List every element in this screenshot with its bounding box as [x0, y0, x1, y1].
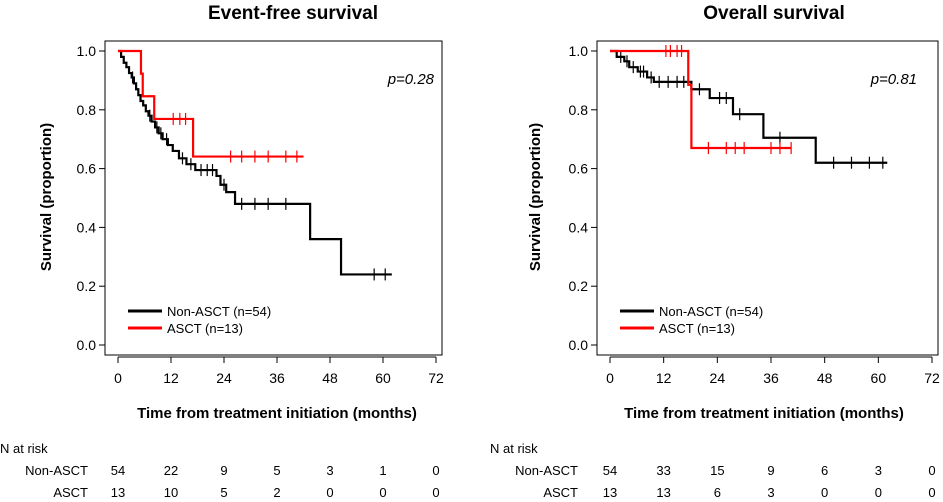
chart-title: Event-free survival [208, 3, 378, 24]
risk-value-asct: 2 [273, 485, 280, 500]
x-tick-label: 48 [817, 370, 833, 386]
risk-value-non-asct: 0 [928, 463, 935, 478]
plot-area: 0 12 24 36 48 60 72 0.0 0.2 0.4 0.6 0.8 1.0 [77, 40, 444, 386]
legend-label-non-asct: Non-ASCT (n=54) [659, 304, 763, 319]
risk-row-label-asct: ASCT [543, 485, 578, 500]
x-tick-label: 0 [114, 370, 122, 386]
y-tick-label: 0.0 [569, 337, 589, 353]
x-tick-label: 12 [656, 370, 672, 386]
risk-table: N at risk Non-ASCT ASCT 54 33 15 9 6 3 0 13 13 6 3… [490, 441, 936, 500]
risk-value-asct: 0 [432, 485, 439, 500]
panel-event-free: Event-free survival Survival (proportion… [0, 3, 444, 500]
risk-value-asct: 10 [164, 485, 178, 500]
x-axis-label: Time from treatment initiation (months) [624, 405, 904, 422]
y-tick-label: 0.8 [569, 102, 589, 118]
y-tick-label: 1.0 [569, 43, 589, 59]
p-value: p=0.81 [870, 71, 917, 88]
risk-value-asct: 5 [220, 485, 227, 500]
risk-value-non-asct: 33 [656, 463, 670, 478]
risk-row-label-non-asct: Non-ASCT [25, 463, 88, 478]
km-curve-non-asct [610, 49, 888, 164]
x-tick-label: 24 [216, 370, 232, 386]
p-value: p=0.28 [387, 71, 435, 88]
y-tick-label: 0.2 [77, 278, 97, 294]
y-tick-label: 0.4 [569, 219, 589, 235]
legend-label-asct: ASCT (n=13) [167, 321, 243, 336]
risk-value-non-asct: 0 [432, 463, 439, 478]
risk-values: 54 33 15 9 6 3 0 13 13 6 3 0 0 0 [603, 463, 936, 500]
legend: Non-ASCT (n=54) ASCT (n=13) [620, 304, 763, 336]
y-axis-label: Survival (proportion) [527, 123, 544, 271]
risk-value-non-asct: 3 [875, 463, 882, 478]
km-curve-non-asct [118, 49, 392, 276]
y-tick-label: 0.4 [77, 219, 97, 235]
x-tick-label: 72 [428, 370, 444, 386]
x-tick-label: 60 [871, 370, 887, 386]
risk-values: 54 22 9 5 3 1 013 10 5 2 0 0 0 [111, 463, 440, 500]
risk-row-label-non-asct: Non-ASCT [515, 463, 578, 478]
risk-value-asct: 13 [656, 485, 670, 500]
risk-table-header: N at risk [490, 441, 538, 456]
risk-value-asct: 13 [603, 485, 617, 500]
risk-value-non-asct: 15 [710, 463, 724, 478]
risk-value-non-asct: 54 [111, 463, 125, 478]
chart-title: Overall survival [703, 3, 845, 24]
risk-table-header: N at risk [0, 441, 48, 456]
x-tick-label: 36 [763, 370, 779, 386]
risk-value-non-asct: 22 [164, 463, 178, 478]
risk-value-asct: 0 [821, 485, 828, 500]
panel-overall: Overall survival Survival (proportion) T… [490, 3, 940, 500]
risk-value-asct: 0 [326, 485, 333, 500]
y-tick-label: 0.8 [77, 102, 97, 118]
legend-label-non-asct: Non-ASCT (n=54) [167, 304, 271, 319]
risk-value-asct: 0 [379, 485, 386, 500]
km-curve-asct [118, 49, 304, 158]
x-tick-label: 48 [322, 370, 338, 386]
x-tick-label: 60 [375, 370, 391, 386]
x-axis-label: Time from treatment initiation (months) [137, 405, 417, 422]
risk-value-asct: 3 [767, 485, 774, 500]
risk-value-asct: 13 [111, 485, 125, 500]
risk-value-non-asct: 9 [767, 463, 774, 478]
risk-row-label-asct: ASCT [53, 485, 88, 500]
risk-value-non-asct: 54 [603, 463, 617, 478]
y-tick-label: 0.6 [569, 161, 589, 177]
y-tick-label: 1.0 [77, 43, 97, 59]
risk-value-asct: 6 [714, 485, 721, 500]
legend: Non-ASCT (n=54) ASCT (n=13) [128, 304, 271, 336]
risk-value-non-asct: 3 [326, 463, 333, 478]
x-tick-label: 72 [924, 370, 940, 386]
y-axis-label: Survival (proportion) [38, 123, 55, 271]
y-tick-label: 0.0 [77, 337, 97, 353]
risk-value-asct: 0 [875, 485, 882, 500]
x-tick-label: 12 [163, 370, 179, 386]
x-tick-label: 36 [269, 370, 285, 386]
risk-value-non-asct: 5 [273, 463, 280, 478]
risk-value-non-asct: 9 [220, 463, 227, 478]
plot-area: 0 12 24 36 48 60 72 0.0 0.2 0.4 0.6 0.8 1.0 [569, 40, 940, 386]
risk-value-non-asct: 6 [821, 463, 828, 478]
risk-table: N at risk Non-ASCT ASCT 54 22 9 5 3 1 013 10 5 2 0… [0, 441, 440, 500]
legend-label-asct: ASCT (n=13) [659, 321, 735, 336]
plot-frame [596, 40, 939, 356]
plot-frame [104, 40, 443, 356]
x-tick-label: 24 [710, 370, 726, 386]
y-tick-label: 0.6 [77, 161, 97, 177]
x-tick-label: 0 [606, 370, 614, 386]
risk-value-non-asct: 1 [379, 463, 386, 478]
y-tick-label: 0.2 [569, 278, 589, 294]
risk-value-asct: 0 [928, 485, 935, 500]
